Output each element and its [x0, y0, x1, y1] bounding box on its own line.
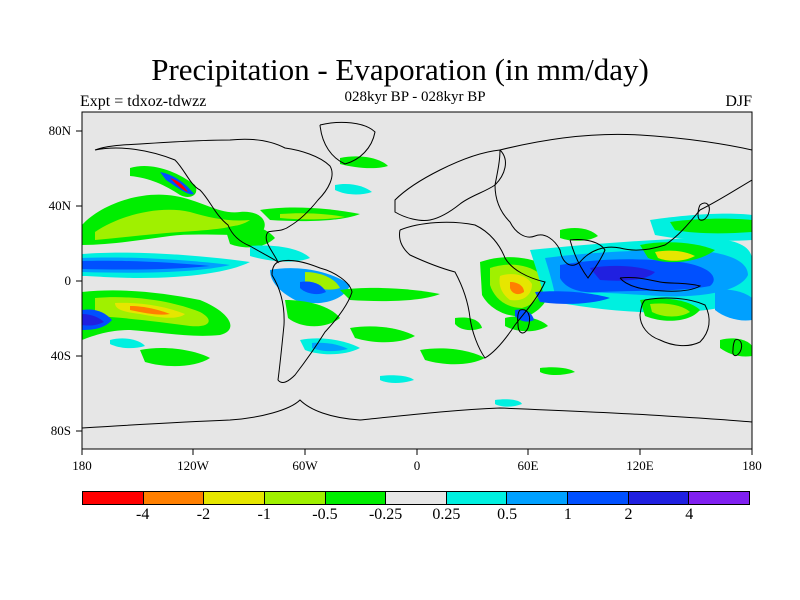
- coastline-india: [569, 239, 606, 279]
- colorbar-label-5: 0.25: [432, 506, 461, 523]
- colorbar-segment-10: [689, 492, 750, 504]
- coastline-south-america: [271, 259, 353, 383]
- contour-satl-green: [350, 326, 415, 343]
- coastline-asia: [494, 133, 752, 266]
- coastline-north-america: [94, 138, 333, 264]
- coastline-madagascar: [517, 309, 531, 334]
- contour-samerica-darkblue: [300, 281, 326, 295]
- contour-samerica-green: [285, 300, 340, 327]
- coastline-indonesia: [619, 277, 702, 292]
- field-contours: [82, 156, 752, 407]
- contour-natl-green2: [340, 156, 388, 169]
- contour-natl-cyan: [335, 183, 372, 195]
- colorbar: [82, 491, 750, 505]
- contour-spac-orange: [130, 306, 170, 315]
- lon-label-120w: 120W: [177, 458, 209, 473]
- contour-natl-lightgreen: [280, 213, 345, 220]
- coastline-japan: [697, 202, 710, 221]
- colorbar-segment-6: [446, 492, 508, 504]
- colorbar-label-4: -0.25: [368, 506, 403, 523]
- contour-alaska-red: [170, 178, 188, 192]
- contour-satl40-green: [420, 348, 485, 365]
- colorbar-label-8: 2: [624, 506, 633, 523]
- contour-australia-lightgreen: [650, 303, 690, 317]
- contour-spac-darkblue: [82, 314, 104, 326]
- lat-label-80n: 80N: [48, 123, 71, 138]
- colorbar-segment-4: [325, 492, 387, 504]
- lon-label-180w: 180: [72, 458, 92, 473]
- contour-eq-atl-green: [340, 287, 440, 302]
- contour-indian-indigo: [590, 265, 655, 281]
- colorbar-segment-3: [264, 492, 326, 504]
- coastline-greenland: [319, 121, 376, 165]
- contour-caribbean-cyan: [250, 245, 310, 262]
- contour-nwpac-green: [670, 218, 752, 234]
- lat-label-40s: 40S: [50, 348, 71, 363]
- contour-eq-pacific-dark: [82, 260, 210, 270]
- contour-asia-green: [560, 228, 598, 241]
- lon-label-60e: 60E: [517, 458, 539, 473]
- colorbar-segment-8: [568, 492, 629, 504]
- colorbar-label-0: -4: [136, 506, 150, 523]
- contour-sam-coast-blue: [312, 342, 348, 352]
- contour-soc-cyan: [380, 375, 414, 383]
- lat-label-0: 0: [64, 273, 72, 288]
- coastline-africa: [399, 221, 546, 359]
- contour-npacific-lightgreen: [95, 209, 250, 240]
- contour-camerica-green: [225, 225, 275, 248]
- lat-label-40n: 40N: [48, 198, 71, 213]
- lon-label-0: 0: [413, 458, 421, 473]
- colorbar-label-2: -1: [257, 506, 271, 523]
- lon-label-180e: 180: [742, 458, 762, 473]
- colorbar-segment-5: [386, 492, 447, 504]
- season-label: DJF: [725, 93, 752, 110]
- colorbar-label-1: -2: [196, 506, 211, 523]
- colorbar-segment-7: [507, 492, 569, 504]
- contour-spac-east-blue: [715, 289, 752, 321]
- contour-spac40-cyan: [110, 338, 145, 349]
- colorbar-segment-9: [628, 492, 690, 504]
- coastline-antarctica: [82, 399, 752, 429]
- contour-safrica-green: [455, 317, 482, 331]
- lat-label-80s: 80S: [50, 423, 71, 438]
- contour-soc-green: [540, 367, 575, 375]
- coastline-australia: [639, 297, 710, 347]
- contour-spac40-green: [140, 347, 210, 367]
- experiment-label: Expt = tdxoz-tdwzz: [80, 93, 207, 110]
- colorbar-label-3: -0.5: [312, 506, 338, 523]
- colorbar-label-9: 4: [685, 506, 694, 523]
- contour-madag-green: [505, 316, 548, 332]
- contour-pacwarm-yellow: [655, 250, 695, 261]
- coastlines: [82, 121, 752, 429]
- colorbar-segment-0: [83, 492, 144, 504]
- axis-ticks: [76, 130, 753, 455]
- chart-subtitle: 028kyr BP - 028kyr BP: [344, 89, 486, 105]
- lon-label-60w: 60W: [292, 458, 318, 473]
- colorbar-label-7: 1: [563, 506, 572, 523]
- chart-title: Precipitation - Evaporation (in mm/day): [151, 52, 649, 87]
- contour-soc-cyan2: [495, 399, 522, 407]
- colorbar-label-6: 0.5: [497, 506, 518, 523]
- contour-indian-band: [535, 291, 610, 304]
- lon-label-120e: 120E: [626, 458, 654, 473]
- colorbar-segment-2: [204, 492, 265, 504]
- contour-africa-orange: [510, 282, 524, 295]
- colorbar-segment-1: [143, 492, 205, 504]
- coastline-new-zealand: [732, 339, 743, 357]
- contour-nzeal-green: [720, 338, 752, 357]
